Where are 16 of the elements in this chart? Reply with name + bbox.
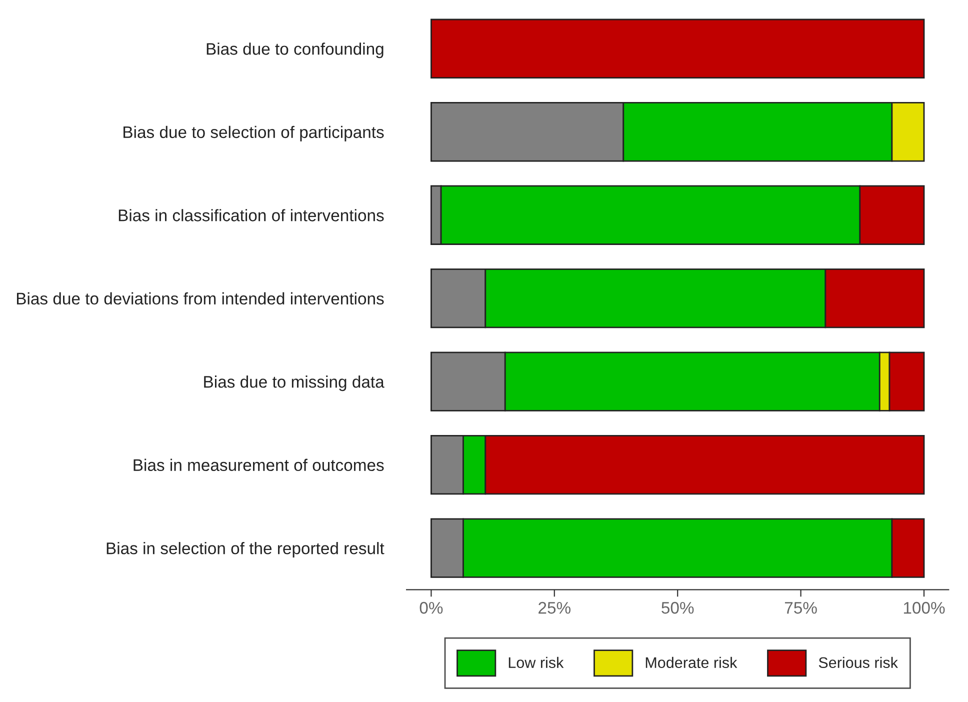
y-tick-label: Bias in classification of interventions [118,209,384,222]
y-tick-label: Bias in measurement of outcomes [134,458,384,472]
bar [430,18,925,78]
legend-label: Serious risk [818,656,898,668]
x-tick-label: 25% [538,602,570,614]
y-tick-label: Bias due to confounding [206,42,384,58]
legend-label: Low risk [508,656,564,668]
y-tick-label: Bias due to missing data [204,376,384,392]
y-tick-label: Bias in selection of the reported result [106,542,384,558]
x-tick-label: 100% [904,602,945,614]
y-tick-label: Bias due to deviations from intended interventions [16,292,384,305]
x-tick-label: 50% [662,602,694,614]
y-tick-label: Bias due to selection of participants [124,126,384,142]
x-tick-label: 0% [420,602,443,614]
legend-label: Moderate risk [646,656,738,668]
x-tick-label: 75% [784,602,817,614]
